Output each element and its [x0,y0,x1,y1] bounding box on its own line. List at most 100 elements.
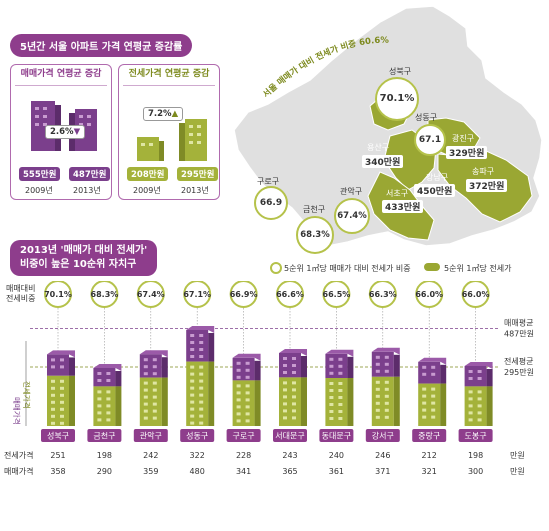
window [97,404,102,408]
window [152,416,157,420]
window [375,401,380,405]
lease-bar-side [393,376,400,426]
window [143,372,148,376]
window [143,416,148,420]
lease-value: 243 [282,451,297,460]
window [384,387,389,391]
window [338,396,343,399]
legend-ratio-icon [270,262,282,274]
district-guro-ratio: 66.9 [254,186,288,220]
window [199,400,204,404]
lease-box-title: 전세가격 연평균 증감 [128,69,210,79]
bar-roof [47,350,75,358]
legend-lease-label: 5순위 1㎡당 전세가 [444,264,512,273]
window [190,407,195,411]
sale-bar [464,366,487,387]
bar-roof [93,364,122,371]
window [384,369,389,373]
window [245,384,250,388]
lease-bar [325,378,348,426]
district-label: 강서구 [372,431,394,441]
sale-average-value: 487만원 [504,330,534,339]
window [199,372,204,376]
window [329,403,334,406]
window [60,386,64,390]
sale-box-title: 매매가격 연평균 증감 [20,69,102,79]
window [190,393,195,397]
lease-value: 198 [468,451,483,460]
sale-bar-side [161,357,168,378]
district-label: 동대문구 [322,432,351,441]
chart-title-line-1: 2013년 '매매가 대비 전세가' [20,245,148,256]
lease-2009-year: 2009년 [133,186,161,195]
window [152,395,157,399]
window [431,372,436,376]
lease-row-unit: 만원 [510,451,525,460]
window [190,386,195,390]
ratio-circle [44,281,72,308]
window [468,411,473,415]
district-gwangjin-value: 329만원 [446,146,488,159]
window [199,393,204,397]
bar-roof [464,362,493,369]
sale-bar [47,354,69,376]
window [199,334,204,337]
window [292,409,296,413]
window [245,405,250,409]
window [51,407,55,411]
window [283,388,287,392]
window [283,357,287,360]
sale-value: 365 [282,467,297,476]
window [152,381,157,385]
window [283,371,287,374]
window [283,395,287,399]
window [422,401,427,405]
window [431,401,436,405]
window [143,358,148,362]
lease-bar-side [486,386,493,426]
window [51,358,55,362]
window [329,389,334,392]
window [106,411,111,415]
window [236,361,241,365]
district-chart: 매매대비 전세비중매매가격전세가격매매평균487만원전세평균295만원70.1%… [4,281,534,476]
sale-average-label: 매매평균 [504,318,533,328]
window [199,341,204,344]
window [329,371,334,375]
window [106,390,111,394]
window [375,380,380,384]
sale-rate: 2.6%▼ [45,125,86,139]
ratio-circle [183,281,212,308]
sale-bar-side [393,354,400,377]
ratio-label: 68.3% [91,290,119,299]
window [199,355,204,358]
window [422,408,427,412]
lease-bar [464,386,487,426]
ratio-circle [415,281,444,308]
window [51,414,55,418]
window [60,365,64,369]
district-geumcheon-ratio: 68.3% [296,216,334,254]
district-label: 도봉구 [465,432,487,441]
lease-bar-side [254,380,261,426]
window [199,386,204,390]
window [106,379,111,382]
window [236,405,241,409]
legend-ratio-label: 5순위 1㎡당 매매가 대비 전세가 비중 [284,264,411,273]
window [51,400,55,404]
lease-value: 240 [329,451,344,460]
lease-bar-side [347,378,354,426]
window [292,416,296,420]
y-axis-lease-label: 전세가격 [22,381,32,409]
sale-bar [371,351,394,377]
sale-value: 300 [468,467,483,476]
window [384,394,389,398]
bar-roof [418,357,447,365]
ratio-circle [229,281,258,308]
bar-roof [186,326,215,333]
window [143,402,148,406]
window [329,382,334,385]
window [245,375,250,379]
window [431,365,436,369]
window [60,400,64,404]
